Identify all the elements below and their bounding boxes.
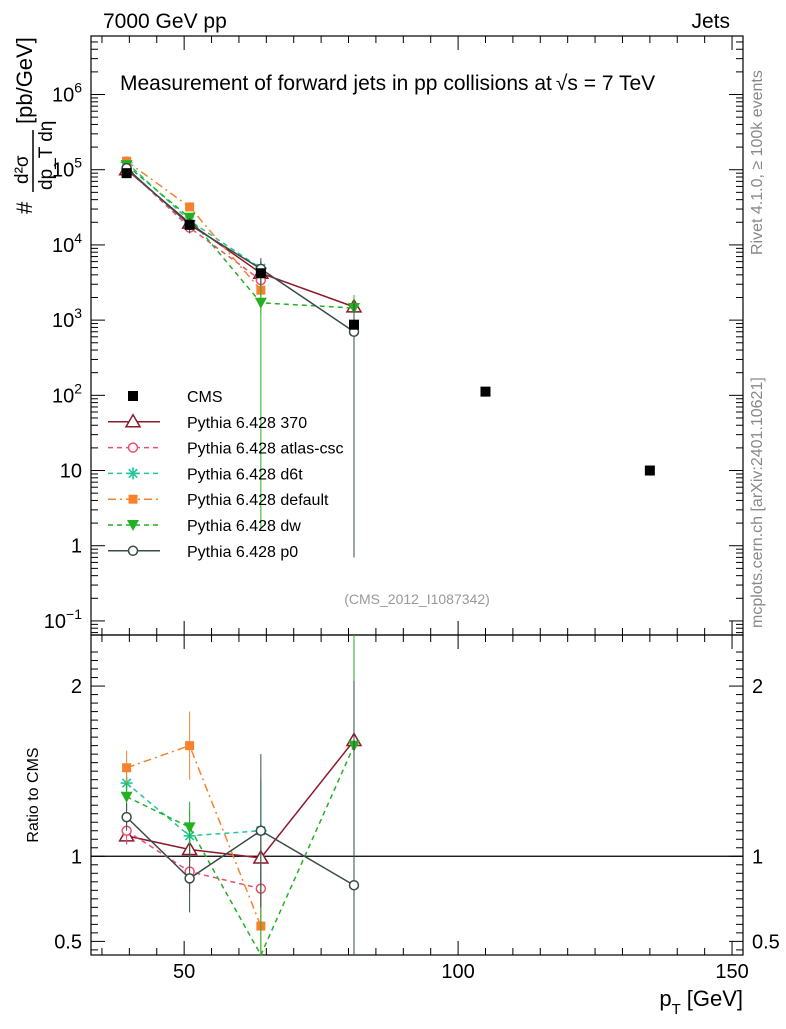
title-sqrt: √ [556, 72, 568, 95]
ratio-y-label: Ratio to CMS [25, 747, 42, 842]
series-ratio-point [255, 825, 267, 836]
series-ratio-point [183, 822, 196, 834]
y-label-numerator: d²σ [12, 155, 33, 184]
ratio-tick-label-right: 2 [752, 676, 763, 698]
series-line [126, 167, 355, 333]
series-ratio-line [126, 816, 355, 886]
cms-point [121, 168, 132, 179]
y-tick-label: 104 [52, 230, 82, 257]
legend-marker-2 [127, 467, 139, 480]
rivet-label: Rivet 4.1.0, ≥ 100k events [749, 70, 766, 255]
analysis-id: (CMS_2012_I1087342) [344, 591, 490, 607]
legend: CMS Pythia 6.428 370 Pythia 6.428 atlas-cs… [108, 389, 344, 561]
header-right: Jets [691, 10, 730, 33]
legend-marker-0 [124, 413, 142, 428]
y-tick-label: 1 [71, 536, 82, 558]
cms-point [644, 465, 655, 476]
legend-marker-1 [127, 442, 139, 453]
mcplots-label: mcplots.cern.ch [arXiv:2401.10621] [749, 377, 766, 628]
legend-label-3: Pythia 6.428 default [187, 492, 329, 509]
series-point [185, 202, 195, 212]
series-ratio-point [120, 791, 133, 803]
y-label-denominator: dp_T dη [36, 121, 57, 190]
legend-label-0: Pythia 6.428 370 [187, 415, 307, 432]
title-prefix: Measurement of forward jets in pp collis… [120, 72, 552, 95]
series-ratio-point [185, 741, 195, 751]
legend-label-2: Pythia 6.428 d6t [187, 466, 303, 483]
x-tick-label: 100 [441, 961, 474, 983]
series-ratio-point [122, 763, 132, 773]
y-label-hash: # [12, 201, 37, 214]
series-ratio-line [126, 782, 261, 837]
legend-cms-label: CMS [187, 389, 223, 406]
cms-point [184, 219, 195, 230]
ratio-tick-label-right: 0.5 [752, 931, 780, 953]
legend-label-4: Pythia 6.428 dw [187, 518, 301, 535]
series-line [126, 164, 355, 309]
series-ratio-point [184, 873, 195, 884]
legend-marker-2-stroke [128, 468, 138, 479]
cms-point [255, 268, 266, 279]
ratio-plot-frame [90, 634, 744, 956]
chart-title: Measurement of forward jets in pp collis… [120, 72, 655, 95]
ratio-tick-label: 0.5 [54, 931, 82, 953]
series-ratio-point [121, 811, 132, 823]
x-label-sub: T [672, 1001, 681, 1018]
x-tick-label: 50 [173, 961, 195, 983]
y-tick-label: 102 [52, 380, 82, 407]
header-left: 7000 GeV pp [103, 10, 227, 33]
reference-layer [121, 168, 655, 476]
y-label-unit: [pb/GeV] [12, 37, 37, 124]
y-tick-label: 10−1 [44, 606, 82, 633]
legend-label-5: Pythia 6.428 p0 [187, 544, 298, 561]
legend-marker-4 [127, 520, 139, 531]
series-ratio-point [348, 879, 360, 891]
cms-point [348, 319, 359, 330]
x-axis-label: pT [GeV] [659, 986, 743, 1018]
y-axis-label: # d²σ dp_T dη [pb/GeV] [12, 37, 57, 214]
legend-marker-3 [128, 494, 138, 504]
y-tick-label: 106 [52, 80, 82, 107]
ratio-tick-label: 2 [71, 676, 82, 698]
x-label-main: p [659, 986, 671, 1011]
series-ratio-line [126, 740, 355, 859]
x-tick-label: 150 [715, 961, 748, 983]
y-tick-label: 103 [52, 305, 82, 332]
ratio-tick-label-right: 1 [752, 846, 763, 868]
x-label-unit: [GeV] [687, 986, 743, 1011]
y-tick-label: 10 [60, 461, 82, 483]
legend-marker-5 [127, 545, 139, 557]
axes-layer: 50 100 150 10−1 1 10 102 103 104 105 106 0.5 0.5 1 1 2 2 [44, 35, 780, 983]
legend-cms-marker [128, 391, 138, 401]
cms-point [480, 386, 491, 397]
ratio-tick-label: 1 [71, 846, 82, 868]
title-suffix: s = 7 TeV [567, 72, 655, 95]
y-tick-label: 105 [52, 155, 82, 182]
legend-label-1: Pythia 6.428 atlas-csc [187, 441, 344, 458]
series-point [254, 297, 267, 309]
series-line [126, 169, 355, 308]
